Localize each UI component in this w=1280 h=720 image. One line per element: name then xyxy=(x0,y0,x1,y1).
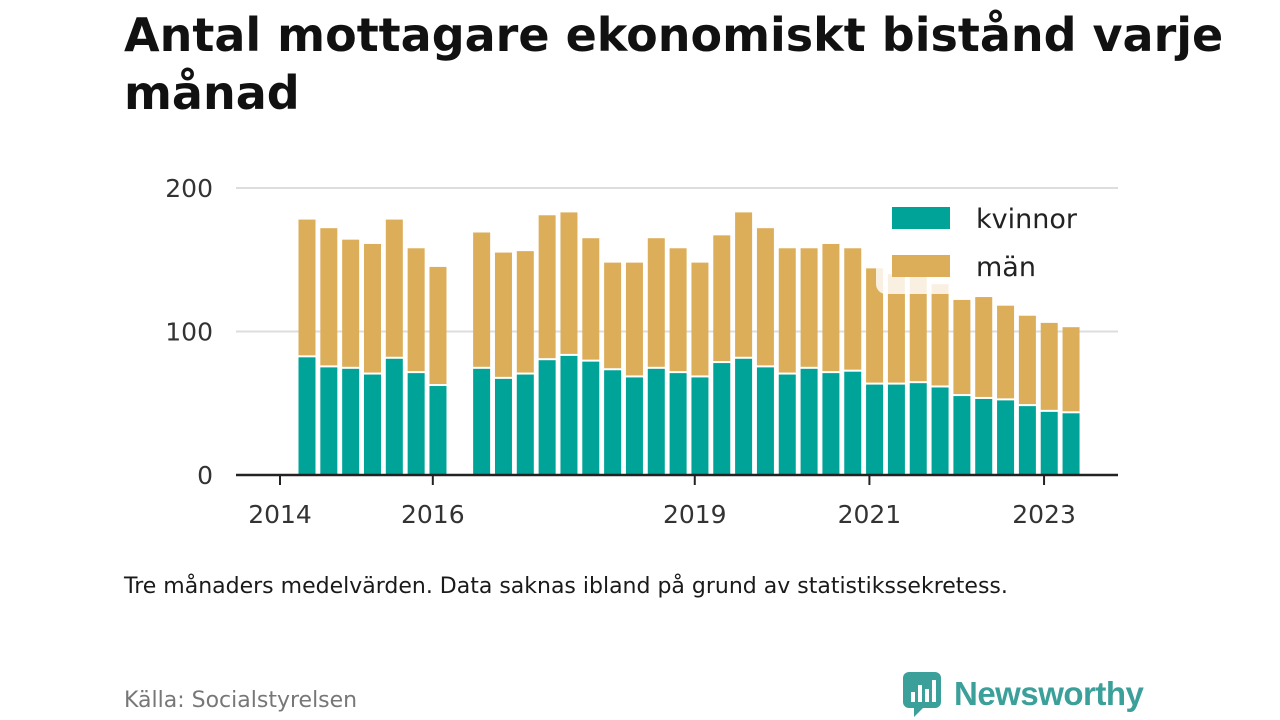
bar-man xyxy=(494,252,512,377)
bars xyxy=(298,212,1080,475)
bar-chart-speech-bubble-icon xyxy=(903,672,941,717)
bar-man xyxy=(844,248,862,370)
bar-kvinnor xyxy=(953,396,971,475)
bar-kvinnor xyxy=(931,387,949,475)
source-label: Källa: Socialstyrelsen xyxy=(124,688,358,713)
bar-man xyxy=(822,243,840,372)
bar-kvinnor xyxy=(844,371,862,475)
x-tick-label: 2021 xyxy=(838,500,902,529)
bar-man xyxy=(407,248,425,372)
bar-man xyxy=(735,212,753,357)
bar-man xyxy=(997,305,1015,399)
x-tick-labels: 2014 2016 2019 2021 2023 xyxy=(248,475,1076,529)
bar-kvinnor xyxy=(713,363,731,475)
bar-man xyxy=(625,262,643,376)
bar-kvinnor xyxy=(363,374,381,475)
bar-man xyxy=(538,215,556,359)
bar-kvinnor xyxy=(429,386,447,475)
bar-kvinnor xyxy=(1062,413,1080,475)
bar-man xyxy=(887,274,905,383)
bar-kvinnor xyxy=(320,367,338,475)
bar-kvinnor xyxy=(604,370,622,475)
legend: kvinnor män xyxy=(876,196,1098,294)
bar-man xyxy=(363,243,381,373)
chart-title: Antal mottagare ekonomiskt bistånd varje… xyxy=(124,8,1224,120)
x-tick-label: 2016 xyxy=(401,500,465,529)
bar-man xyxy=(647,238,665,367)
bar-man xyxy=(778,248,796,373)
bar-kvinnor xyxy=(473,368,491,475)
bar-man xyxy=(975,297,993,397)
bar-kvinnor xyxy=(1040,411,1058,475)
bar-kvinnor xyxy=(909,383,927,475)
bar-man xyxy=(1062,327,1080,412)
bar-kvinnor xyxy=(669,373,687,475)
bar-man xyxy=(800,248,818,367)
x-tick-label: 2019 xyxy=(663,500,727,529)
bar-man xyxy=(691,262,709,376)
x-tick-label: 2014 xyxy=(248,500,312,529)
bar-kvinnor xyxy=(866,384,884,475)
bar-man xyxy=(756,228,774,366)
y-tick-label: 100 xyxy=(165,318,213,347)
bar-man xyxy=(931,284,949,386)
bar-kvinnor xyxy=(407,373,425,475)
bar-man xyxy=(516,251,534,373)
brand-name: Newsworthy xyxy=(954,675,1144,712)
legend-swatch-man xyxy=(892,255,950,277)
bar-kvinnor xyxy=(691,377,709,475)
y-tick-label: 200 xyxy=(165,174,213,203)
bar-kvinnor xyxy=(298,357,316,475)
bar-man xyxy=(909,275,927,382)
bar-kvinnor xyxy=(800,368,818,475)
brand-logo[interactable]: Newsworthy xyxy=(902,670,1144,718)
bar-kvinnor xyxy=(756,367,774,475)
bar-man xyxy=(429,266,447,385)
bar-man xyxy=(713,235,731,362)
legend-swatch-kvinnor xyxy=(892,207,950,229)
bar-man xyxy=(298,219,316,356)
y-tick-label: 0 xyxy=(197,461,213,490)
bar-kvinnor xyxy=(494,378,512,475)
bar-kvinnor xyxy=(997,400,1015,475)
bar-man xyxy=(320,228,338,366)
bar-kvinnor xyxy=(625,377,643,475)
bar-kvinnor xyxy=(342,368,360,475)
y-tick-labels: 0 100 200 xyxy=(165,174,213,490)
bar-kvinnor xyxy=(538,360,556,475)
bar-kvinnor xyxy=(975,398,993,475)
x-tick-label: 2023 xyxy=(1012,500,1076,529)
bar-man xyxy=(385,219,403,357)
bar-kvinnor xyxy=(516,374,534,475)
bar-man xyxy=(1018,315,1036,405)
legend-label: män xyxy=(976,252,1036,283)
bar-kvinnor xyxy=(560,355,578,475)
stacked-bar-chart: 0 100 200 2014 2016 2019 2021 2023 kvinnor män xyxy=(165,174,1118,529)
chart-note: Tre månaders medelvärden. Data saknas ib… xyxy=(124,574,1008,599)
bar-man xyxy=(1040,322,1058,410)
bar-man xyxy=(866,268,884,383)
bar-man xyxy=(560,212,578,354)
bar-man xyxy=(582,238,600,360)
bar-kvinnor xyxy=(647,368,665,475)
bar-man xyxy=(473,232,491,367)
legend-label: kvinnor xyxy=(976,204,1078,235)
bar-man xyxy=(342,239,360,367)
bar-man xyxy=(604,262,622,369)
bar-man xyxy=(669,248,687,372)
bar-kvinnor xyxy=(887,384,905,475)
bar-kvinnor xyxy=(1018,406,1036,475)
bar-kvinnor xyxy=(385,358,403,475)
bar-kvinnor xyxy=(822,373,840,475)
bar-man xyxy=(953,299,971,395)
bar-kvinnor xyxy=(735,358,753,475)
bar-kvinnor xyxy=(582,361,600,475)
bar-kvinnor xyxy=(778,374,796,475)
